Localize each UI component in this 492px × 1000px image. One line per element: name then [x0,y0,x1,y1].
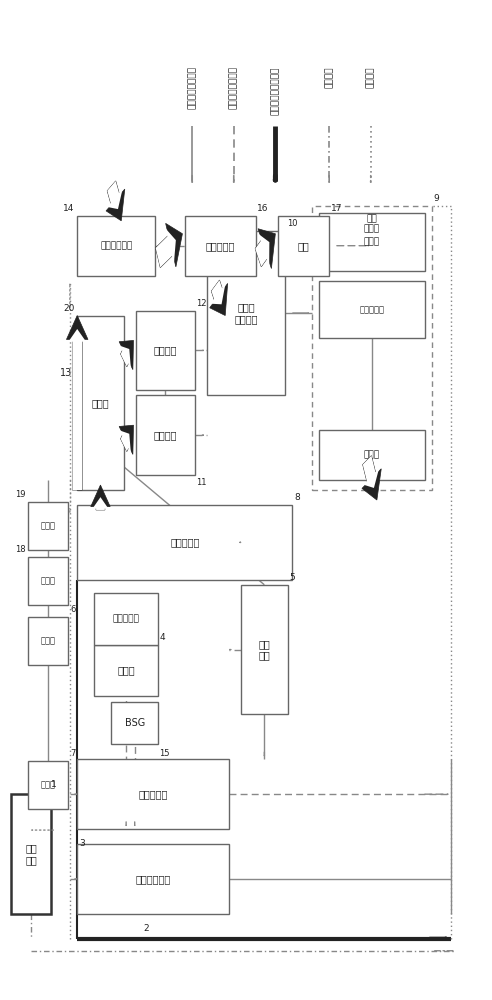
Polygon shape [210,280,228,316]
Polygon shape [119,425,133,454]
Bar [29,502,68,550]
Text: 补水管路: 补水管路 [325,66,334,88]
Text: 10: 10 [287,219,297,228]
Text: 4: 4 [159,633,165,642]
Text: 缸体水套: 缸体水套 [154,430,177,440]
Bar [29,617,68,665]
Text: 电子节温器: 电子节温器 [360,305,384,314]
Text: 1: 1 [51,780,57,789]
Text: 节流阀: 节流阀 [41,521,56,530]
Text: BSG: BSG [124,718,145,728]
Polygon shape [255,229,276,269]
Bar [185,216,256,276]
Polygon shape [120,346,131,369]
Text: 3: 3 [80,839,86,848]
Bar [112,702,158,744]
Polygon shape [155,223,183,268]
Bar [77,316,123,490]
Text: 13: 13 [60,368,72,378]
Polygon shape [255,234,269,267]
Text: 18: 18 [15,545,26,554]
Text: 涡轮增压器: 涡轮增压器 [206,241,235,251]
Bar [319,213,425,271]
Polygon shape [119,340,133,370]
Text: 混合热管器: 混合热管器 [138,789,168,799]
Polygon shape [120,430,131,453]
Text: 6: 6 [70,605,75,614]
Text: 2: 2 [143,924,149,933]
Polygon shape [155,228,176,267]
Text: 20: 20 [63,304,75,313]
Text: 电子
水泵: 电子 水泵 [258,639,270,660]
Text: 开关式
机械水泵: 开关式 机械水泵 [234,302,258,324]
Text: 5: 5 [289,573,295,582]
Text: 17: 17 [331,204,342,213]
Bar [319,430,425,480]
Text: 控制散热器: 控制散热器 [170,537,200,547]
Text: 发动机热管器: 发动机热管器 [135,874,171,884]
Text: 膨胀
水箱: 膨胀 水箱 [26,843,37,865]
Text: 出水口: 出水口 [92,398,109,408]
Polygon shape [68,329,86,490]
Polygon shape [92,497,108,510]
Bar [312,206,432,490]
Text: 单向阀: 单向阀 [41,576,56,585]
Text: 19: 19 [15,490,26,499]
Text: 延迟循环冷却液流路: 延迟循环冷却液流路 [271,66,280,115]
Text: 小循环冷却液流路: 小循环冷却液流路 [229,66,238,109]
Polygon shape [363,456,379,488]
Text: 8: 8 [294,493,300,502]
Bar [29,557,68,605]
Text: 12: 12 [196,299,207,308]
Text: 暖风: 暖风 [298,241,309,251]
Text: 11: 11 [196,478,207,487]
Text: 暖气器: 暖气器 [117,666,135,676]
Text: 7: 7 [70,749,75,758]
Bar [278,216,329,276]
Bar [207,231,285,395]
Text: 单向阀: 单向阀 [41,781,56,790]
Text: 缸盖水套: 缸盖水套 [154,345,177,355]
Text: 排气管路: 排气管路 [366,66,375,88]
Bar [94,645,158,696]
Polygon shape [66,316,88,490]
Text: 大循环冷却液流路: 大循环冷却液流路 [187,66,197,109]
Bar [77,844,229,914]
Bar [77,216,155,276]
Text: 9: 9 [433,194,439,203]
Text: 出室口: 出室口 [364,451,380,460]
Bar [77,505,292,580]
Text: 节流阀: 节流阀 [41,636,56,645]
Text: 16: 16 [257,204,269,213]
Text: 进室口: 进室口 [364,237,380,246]
Polygon shape [211,280,225,304]
Bar [29,761,68,809]
Bar [94,593,158,645]
Text: 14: 14 [63,204,75,213]
Text: 电机控制器: 电机控制器 [113,614,140,623]
Polygon shape [106,181,125,221]
Text: 电子
节温器: 电子 节温器 [364,214,380,233]
Bar [241,585,288,714]
Text: 15: 15 [159,749,170,758]
Bar [77,759,229,829]
Bar [136,395,195,475]
Text: 电控辅助水泵: 电控辅助水泵 [100,241,132,250]
Bar [11,794,51,914]
Polygon shape [362,456,381,500]
Bar [319,281,425,338]
Bar [136,311,195,390]
Polygon shape [91,485,110,510]
Polygon shape [107,181,123,209]
